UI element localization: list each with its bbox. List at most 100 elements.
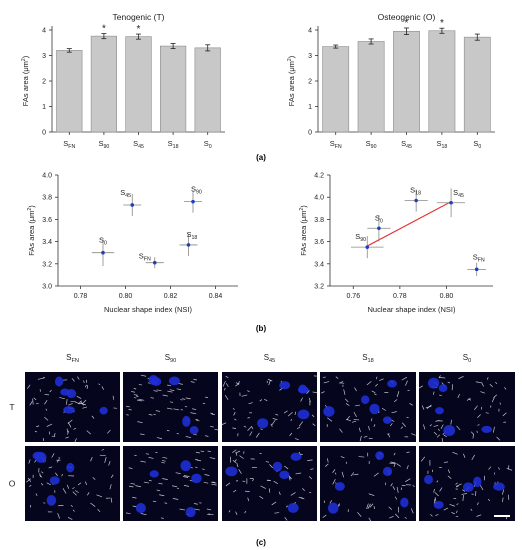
- focal-adhesion-mark: [156, 489, 161, 491]
- micrograph-background: [222, 446, 317, 521]
- focal-adhesion-mark: [421, 405, 425, 410]
- nucleus: [369, 403, 380, 415]
- y-tick-label: 2: [42, 79, 46, 86]
- focal-adhesion-mark: [369, 503, 374, 508]
- focal-adhesion-mark: [288, 477, 291, 481]
- data-point: [449, 200, 453, 205]
- y-tick-label: 3.2: [42, 261, 52, 268]
- bar: [159, 45, 187, 133]
- focal-adhesion-mark: [73, 427, 76, 430]
- focal-adhesion-mark: [90, 457, 93, 462]
- scale-bar: [494, 515, 510, 517]
- focal-adhesion-mark: [193, 378, 197, 381]
- focal-adhesion-mark: [275, 413, 279, 416]
- focal-adhesion-mark: [137, 421, 143, 424]
- focal-adhesion-mark: [284, 516, 288, 521]
- focal-adhesion-mark: [367, 503, 371, 510]
- nucleus: [180, 460, 192, 472]
- micrograph-cell: [25, 446, 120, 521]
- focal-adhesion-mark: [456, 483, 462, 487]
- nucleus: [400, 497, 409, 508]
- focal-adhesion-mark: [412, 485, 415, 487]
- focal-adhesion-mark: [350, 472, 355, 477]
- focal-adhesion-mark: [294, 411, 297, 416]
- data-point: [186, 243, 191, 247]
- focal-adhesion-mark: [208, 513, 214, 516]
- focal-adhesion-mark: [62, 488, 67, 494]
- point-label: S0: [375, 213, 383, 224]
- focal-adhesion-mark: [447, 381, 451, 384]
- y-tick-label: 3.2: [314, 284, 324, 291]
- nucleus: [191, 473, 202, 484]
- focal-adhesion-mark: [324, 463, 329, 467]
- focal-adhesion-mark: [312, 391, 318, 394]
- y-tick-label: 4.0: [42, 173, 52, 180]
- focal-adhesion-mark: [374, 393, 377, 396]
- focal-adhesion-mark: [438, 375, 441, 379]
- focal-adhesion-mark: [225, 375, 229, 379]
- focal-adhesion-mark: [136, 399, 143, 402]
- nucleus: [49, 476, 60, 485]
- focal-adhesion-mark: [283, 410, 288, 414]
- focal-adhesion-mark: [45, 408, 48, 411]
- y-axis-label: FAs area (μm2): [299, 205, 308, 256]
- scatter-chart-osteogenic: FAs area (μm2) Nuclear shape index (NSI) 3…: [299, 173, 493, 314]
- focal-adhesion-mark: [173, 408, 180, 411]
- focal-adhesion-mark: [87, 492, 90, 496]
- nucleus: [387, 379, 397, 388]
- focal-adhesion-mark: [185, 397, 191, 400]
- data-point: [377, 226, 381, 231]
- focal-adhesion-mark: [244, 490, 250, 493]
- focal-adhesion-mark: [200, 450, 205, 453]
- focal-adhesion-mark: [368, 493, 375, 497]
- focal-adhesion-mark: [456, 510, 458, 514]
- focal-adhesion-mark: [128, 485, 134, 488]
- nucleus: [257, 418, 269, 429]
- focal-adhesion-mark: [274, 512, 280, 514]
- focal-adhesion-mark: [158, 482, 163, 485]
- focal-adhesion-mark: [210, 426, 214, 428]
- focal-adhesion-mark: [341, 471, 344, 478]
- focal-adhesion-mark: [162, 456, 168, 459]
- column-label: S0: [463, 353, 471, 364]
- focal-adhesion-mark: [166, 407, 173, 410]
- chart-title: Osteogenic (O): [378, 12, 436, 22]
- focal-adhesion-mark: [439, 377, 446, 379]
- focal-adhesion-mark: [375, 383, 378, 387]
- focal-adhesion-mark: [190, 381, 195, 383]
- y-axis-label: FAs area (μm2): [287, 55, 296, 106]
- focal-adhesion-mark: [211, 481, 217, 484]
- focal-adhesion-mark: [234, 418, 237, 421]
- focal-adhesion-mark: [332, 479, 336, 485]
- focal-adhesion-mark: [167, 384, 172, 387]
- focal-adhesion-mark: [271, 501, 277, 506]
- focal-adhesion-mark: [405, 478, 411, 483]
- point-label: SFN: [139, 252, 151, 263]
- focal-adhesion-mark: [247, 417, 250, 419]
- nucleus: [438, 384, 448, 392]
- x-tick-label: 0.84: [209, 293, 223, 300]
- focal-adhesion-mark: [162, 478, 168, 480]
- nucleus: [435, 407, 444, 415]
- focal-adhesion-mark: [66, 399, 68, 405]
- focal-adhesion-mark: [487, 498, 491, 502]
- bar: [428, 30, 456, 133]
- focal-adhesion-mark: [207, 513, 211, 516]
- focal-adhesion-mark: [359, 435, 362, 442]
- focal-adhesion-mark: [405, 380, 408, 386]
- nucleus: [424, 474, 433, 485]
- focal-adhesion-mark: [456, 503, 459, 506]
- nucleus: [46, 495, 57, 506]
- focal-adhesion-mark: [161, 461, 165, 464]
- focal-adhesion-mark: [247, 426, 252, 431]
- focal-adhesion-mark: [26, 384, 31, 389]
- nucleus: [149, 470, 159, 478]
- y-tick-label: 4: [308, 28, 312, 35]
- focal-adhesion-mark: [320, 391, 325, 394]
- data-point: [365, 245, 370, 249]
- focal-adhesion-mark: [84, 384, 87, 388]
- focal-adhesion-mark: [433, 431, 438, 436]
- focal-adhesion-mark: [451, 512, 455, 515]
- focal-adhesion-mark: [411, 433, 416, 436]
- focal-adhesion-mark: [443, 507, 449, 511]
